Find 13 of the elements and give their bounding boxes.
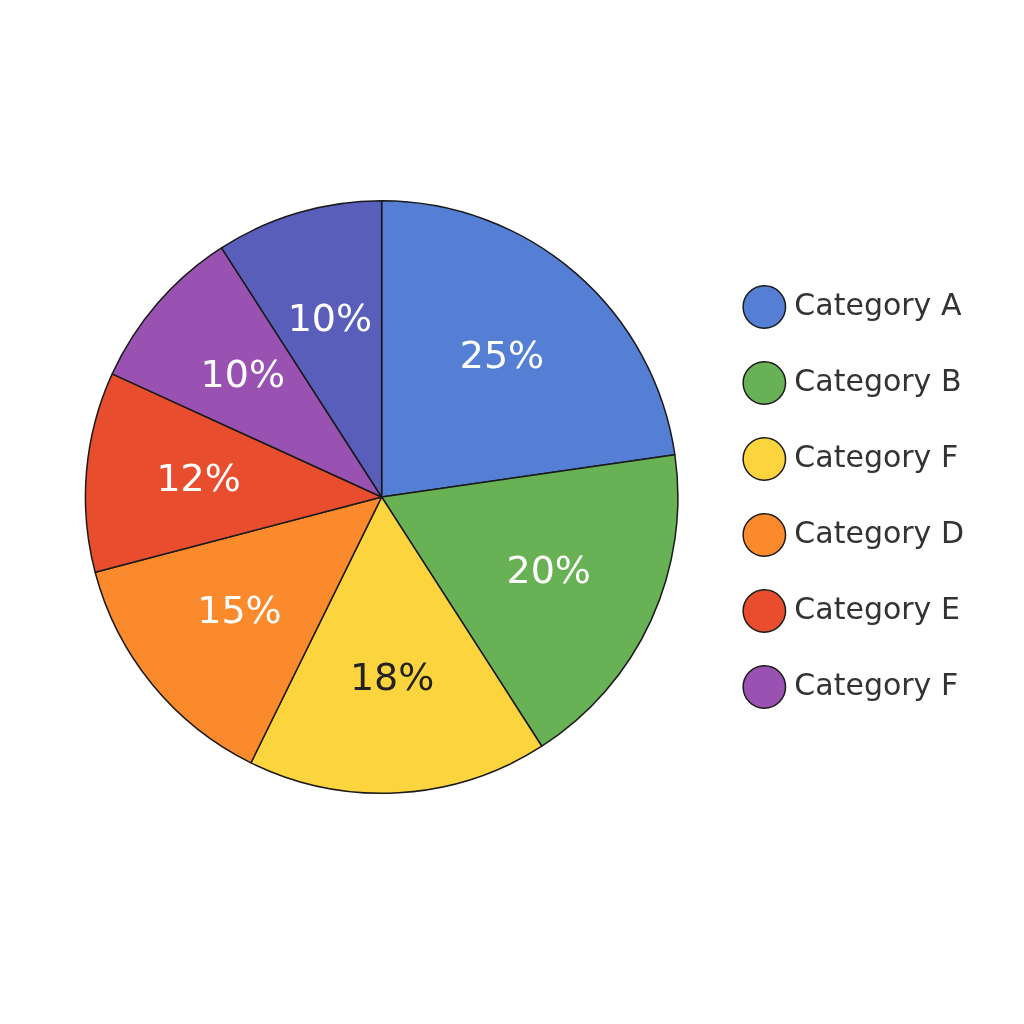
legend-label: Category A	[794, 286, 962, 322]
data-label: 25%	[459, 333, 545, 378]
legend-label: Category E	[794, 590, 960, 626]
legend-label: Category B	[794, 362, 962, 398]
data-label: 18%	[349, 655, 435, 700]
data-label: 10%	[287, 295, 373, 340]
data-label: 15%	[197, 588, 282, 633]
data-label: 12%	[156, 456, 241, 501]
legend-label: Category F	[794, 438, 959, 474]
data-label: 20%	[506, 548, 591, 593]
legend-label: Category F	[794, 666, 959, 702]
data-label: 10%	[200, 351, 286, 396]
legend-label: Category D	[794, 514, 965, 550]
